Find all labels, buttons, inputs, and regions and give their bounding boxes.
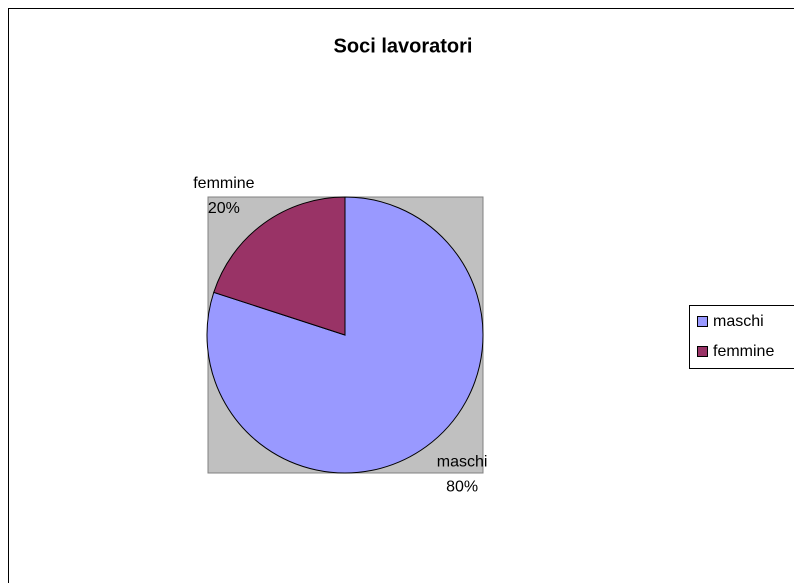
pie-slice — [213, 196, 346, 336]
slice-category-label: femmine — [193, 175, 254, 192]
slice-category-label: maschi — [437, 453, 488, 470]
slice-value-label: 80% — [446, 478, 478, 495]
legend-label: femmine — [713, 343, 774, 360]
legend-swatch — [697, 316, 708, 327]
legend-box — [689, 305, 794, 369]
legend-swatch — [697, 346, 708, 357]
slice-value-label: 20% — [208, 200, 240, 217]
chart-title: Soci lavoratori — [334, 35, 473, 57]
legend-label: maschi — [713, 313, 764, 330]
